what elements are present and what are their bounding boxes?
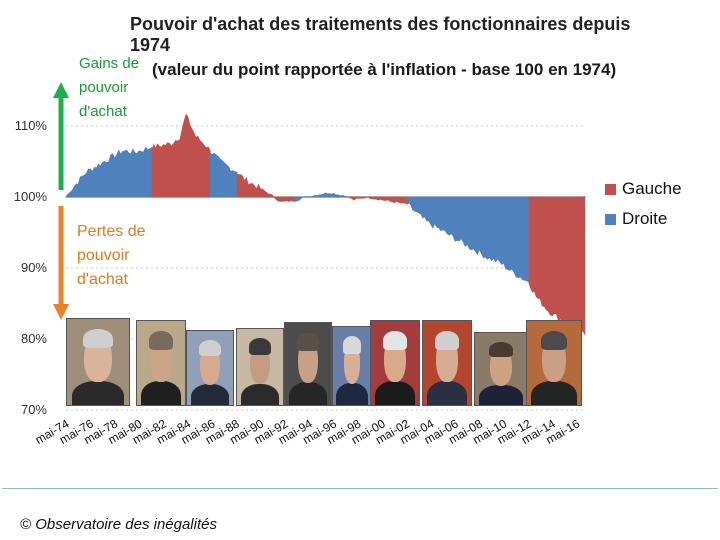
footer-divider	[2, 488, 718, 489]
portrait-suit	[479, 384, 523, 405]
arrows	[53, 82, 69, 320]
portrait-hair	[435, 331, 459, 350]
gain-arrowhead	[53, 82, 69, 98]
loss-line-1: Pertes de	[77, 223, 146, 240]
y-tick-label-90: 90%	[21, 260, 47, 275]
portrait-6	[332, 326, 372, 406]
legend-swatch-gauche	[605, 183, 616, 195]
portrait-suit	[71, 380, 125, 405]
portrait-suit	[336, 383, 368, 405]
legend-swatch-droite	[605, 213, 616, 225]
y-tick-label-80: 80%	[21, 331, 47, 346]
copyright-text: © Observatoire des inégalités	[20, 516, 217, 533]
portrait-hair	[198, 339, 222, 357]
y-tick-label-70: 70%	[21, 402, 47, 417]
portrait-hair	[149, 331, 173, 350]
gain-line-2: pouvoir	[79, 79, 129, 96]
portrait-suit	[240, 383, 280, 405]
x-axis-ticks: mai-74mai-76mai-78mai-80mai-82mai-84mai-…	[33, 416, 583, 447]
portrait-10	[526, 320, 582, 406]
portrait-hair	[296, 332, 320, 351]
y-axis-ticks: 70% 80% 90% 100% 110%	[14, 118, 48, 417]
portrait-suit	[531, 381, 577, 405]
portrait-suit	[426, 381, 468, 405]
legend-label-gauche: Gauche	[622, 179, 682, 198]
y-tick-label-110: 110%	[15, 118, 48, 133]
portrait-8	[422, 320, 472, 406]
legend-item-droite: Droite	[605, 204, 682, 234]
portrait-hair	[342, 336, 362, 354]
portrait-1	[66, 318, 130, 406]
chart-title: Pouvoir d'achat des traitements des fonc…	[130, 14, 670, 80]
portrait-7	[370, 320, 420, 406]
title-line-2: (valeur du point rapportée à l'inflation…	[152, 60, 617, 79]
legend-label-droite: Droite	[622, 209, 668, 228]
legend: Gauche Droite	[605, 174, 682, 234]
portrait-suit	[374, 381, 416, 405]
portrait-4	[236, 328, 284, 406]
area-droite-4	[295, 192, 347, 202]
area-gauche-3	[236, 173, 296, 203]
area-droite-2	[210, 152, 238, 198]
area-gauche-5	[346, 196, 408, 205]
portrait-5	[284, 322, 332, 406]
area-droite-6	[407, 196, 530, 283]
loss-line-2: pouvoir	[77, 247, 130, 264]
gain-annotation: Gains de pouvoir d'achat	[79, 52, 139, 124]
portrait-9	[474, 332, 528, 406]
portrait-2	[136, 320, 186, 406]
portrait-suit	[288, 382, 328, 405]
y-tick-label-100: 100%	[14, 189, 48, 204]
title-line-1: Pouvoir d'achat des traitements des fonc…	[130, 14, 631, 55]
data-areas	[64, 113, 586, 335]
portrait-hair	[383, 331, 407, 350]
portrait-hair	[248, 338, 272, 355]
area-gauche-1	[151, 113, 211, 198]
area-droite-0	[64, 146, 153, 198]
gain-line-1: Gains de	[79, 55, 140, 72]
presidents-portraits	[60, 314, 586, 406]
portrait-suit	[140, 381, 182, 405]
loss-line-3: d'achat	[77, 271, 129, 288]
portrait-hair	[541, 331, 567, 350]
portrait-hair	[488, 341, 514, 358]
gain-line-3: d'achat	[79, 103, 127, 120]
loss-annotation: Pertes de pouvoir d'achat	[77, 220, 145, 292]
portrait-suit	[190, 384, 230, 405]
legend-item-gauche: Gauche	[605, 174, 682, 204]
loss-arrowhead	[53, 304, 69, 320]
portrait-3	[186, 330, 234, 406]
portrait-hair	[83, 329, 113, 349]
